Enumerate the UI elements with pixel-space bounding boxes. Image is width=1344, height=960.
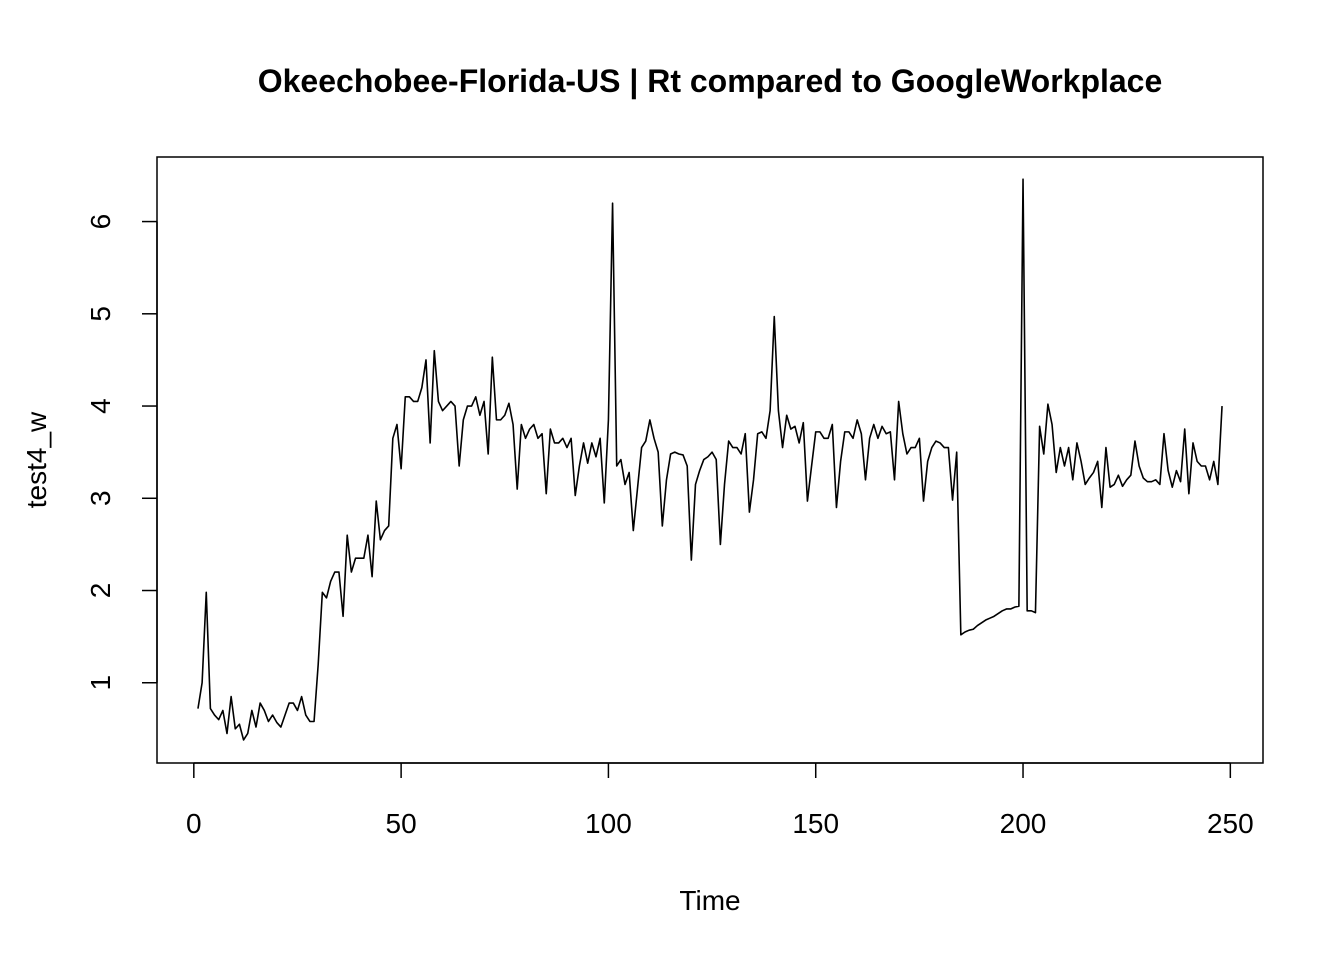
plot-frame <box>156 156 1264 764</box>
y-tick-label: 2 <box>85 583 116 599</box>
y-tick-label: 3 <box>85 490 116 506</box>
y-tick-label: 1 <box>85 675 116 691</box>
series-line <box>197 178 1223 741</box>
y-axis-label: test4_w <box>21 411 52 508</box>
x-tick-label: 150 <box>792 808 839 839</box>
x-tick-label: 100 <box>585 808 632 839</box>
x-tick-label: 50 <box>386 808 417 839</box>
x-tick-label: 200 <box>1000 808 1047 839</box>
x-axis-label: Time <box>679 885 740 916</box>
y-tick-label: 5 <box>85 306 116 322</box>
x-tick-label: 0 <box>186 808 202 839</box>
y-tick-label: 6 <box>85 214 116 230</box>
x-tick-label: 250 <box>1207 808 1254 839</box>
y-tick-label: 4 <box>85 398 116 414</box>
chart-title: Okeechobee-Florida-US | Rt compared to G… <box>258 63 1163 99</box>
